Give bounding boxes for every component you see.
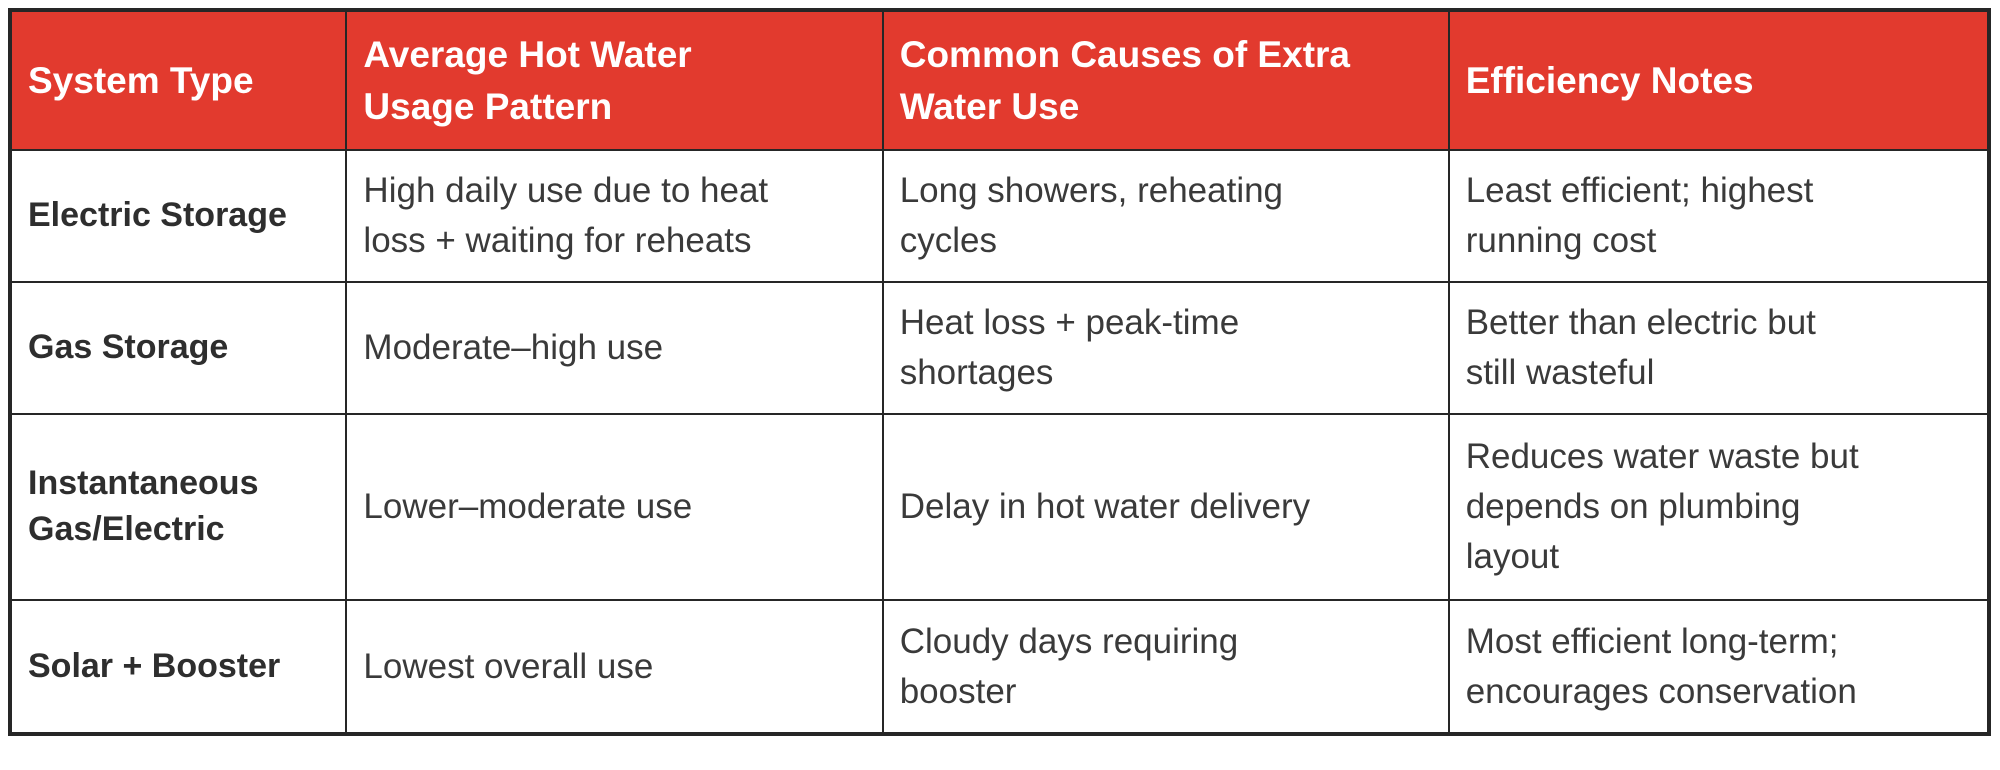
efficiency-notes-cell: Reduces water waste but depends on plumb… (1447, 413, 1991, 601)
column-header-usage-pattern: Average Hot Water Usage Pattern (345, 9, 884, 151)
table-row-instantaneous: Instantaneous Gas/Electric Lower–moderat… (8, 413, 1991, 601)
extra-water-causes-cell: Cloudy days requiring booster (881, 599, 1450, 735)
column-header-extra-water-causes: Common Causes of Extra Water Use (881, 9, 1450, 151)
extra-water-causes-cell: Long showers, reheating cycles (881, 149, 1450, 283)
extra-water-causes-cell: Delay in hot water delivery (881, 413, 1450, 601)
usage-pattern-cell: Lowest overall use (345, 599, 884, 735)
system-type-cell: Instantaneous Gas/Electric (8, 413, 348, 601)
usage-pattern-cell: Moderate–high use (345, 281, 884, 415)
system-type-cell: Solar + Booster (8, 599, 348, 735)
table-row-solar-booster: Solar + Booster Lowest overall use Cloud… (8, 599, 1991, 735)
column-header-system-type: System Type (8, 9, 348, 151)
efficiency-notes-cell: Least efficient; highest running cost (1447, 149, 1991, 283)
efficiency-notes-cell: Most efficient long-term; encourages con… (1447, 599, 1991, 735)
system-type-cell: Gas Storage (8, 281, 348, 415)
hot-water-systems-table: System Type Average Hot Water Usage Patt… (8, 8, 1991, 736)
extra-water-causes-cell: Heat loss + peak-time shortages (881, 281, 1450, 415)
column-header-efficiency-notes: Efficiency Notes (1447, 9, 1991, 151)
usage-pattern-cell: High daily use due to heat loss + waitin… (345, 149, 884, 283)
header-row: System Type Average Hot Water Usage Patt… (8, 9, 1991, 151)
table-row-gas-storage: Gas Storage Moderate–high use Heat loss … (8, 281, 1991, 415)
table-row-electric-storage: Electric Storage High daily use due to h… (8, 149, 1991, 283)
efficiency-notes-cell: Better than electric but still wasteful (1447, 281, 1991, 415)
usage-pattern-cell: Lower–moderate use (345, 413, 884, 601)
system-type-cell: Electric Storage (8, 149, 348, 283)
